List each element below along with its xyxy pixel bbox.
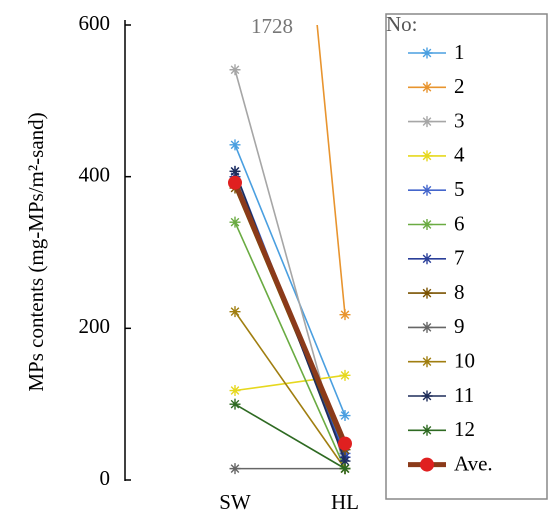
marker [421, 150, 433, 162]
y-tick-label: 0 [100, 466, 111, 490]
marker [229, 385, 241, 397]
legend-label: 2 [454, 74, 465, 98]
y-tick-label: 200 [79, 314, 111, 338]
marker [229, 64, 241, 76]
marker [339, 369, 351, 381]
y-tick-label: 600 [79, 11, 111, 35]
series-line [316, 25, 346, 315]
x-tick-label: SW [219, 490, 251, 514]
marker [421, 356, 433, 368]
marker [421, 116, 433, 128]
legend-label: 10 [454, 349, 475, 373]
marker [228, 175, 242, 190]
legend-label: 9 [454, 314, 465, 338]
marker [338, 436, 352, 451]
legend-label: 4 [454, 143, 465, 167]
series-line [234, 144, 346, 416]
series-line [234, 221, 346, 469]
legend-marker [420, 457, 434, 472]
marker [229, 216, 241, 228]
series-line [234, 374, 346, 392]
marker [339, 309, 351, 321]
marker [421, 184, 433, 196]
legend-box [385, 13, 548, 500]
marker [229, 165, 241, 177]
marker [421, 253, 433, 265]
legend-label: 8 [454, 280, 465, 304]
series-line [234, 403, 346, 470]
marker [339, 455, 351, 467]
value-label: 1728 [251, 14, 293, 38]
marker [421, 390, 433, 402]
legend-label: 11 [454, 383, 474, 407]
legend-label: 5 [454, 177, 465, 201]
y-axis-label: MPs contents (mg-MPs/m²-sand) [24, 112, 48, 391]
marker [421, 47, 433, 59]
marker [421, 321, 433, 333]
legend-label: Ave. [454, 451, 493, 475]
legend-label: 7 [454, 246, 465, 270]
legend-label: 3 [454, 108, 465, 132]
series-line [232, 181, 348, 445]
marker [421, 287, 433, 299]
legend-title: No: [386, 12, 418, 36]
y-tick-label: 400 [79, 162, 111, 186]
marker [339, 410, 351, 422]
legend-label: 12 [454, 417, 475, 441]
marker [229, 306, 241, 318]
legend-label: 1 [454, 40, 465, 64]
marker [421, 424, 433, 436]
marker [229, 463, 241, 475]
legend-label: 6 [454, 211, 465, 235]
marker [229, 398, 241, 410]
marker [229, 139, 241, 151]
x-tick-label: HL [331, 490, 359, 514]
marker [339, 463, 351, 475]
series-line [234, 311, 346, 470]
marker [421, 81, 433, 93]
marker [421, 219, 433, 230]
